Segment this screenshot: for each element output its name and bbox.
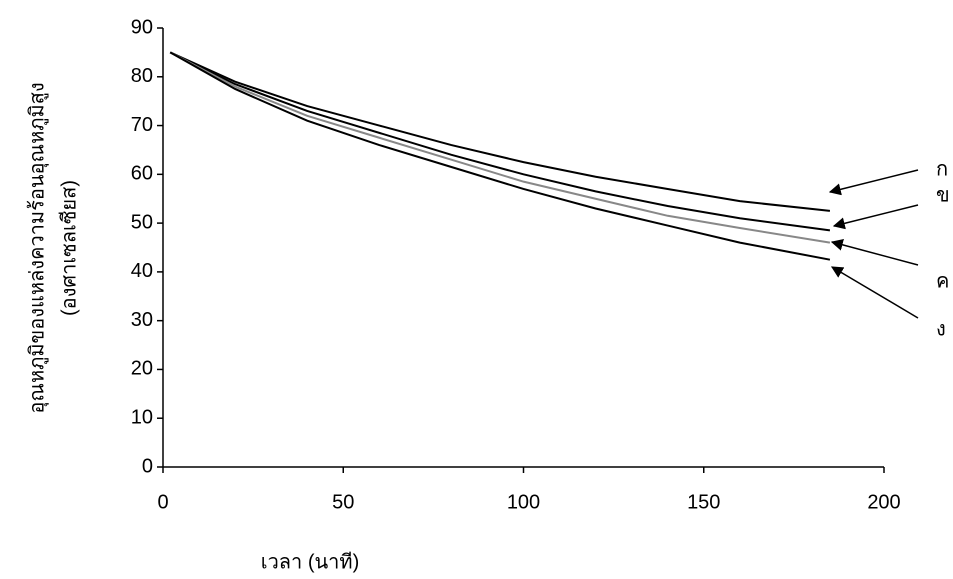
legend-label: ก [936,158,948,180]
y-tick-label: 80 [131,65,153,87]
x-tick-label: 200 [867,491,900,513]
y-tick-label: 50 [131,211,153,233]
x-tick-label: 0 [157,491,168,513]
y-axis-label: อุณหภูมิของแหล่งความร้อนอุณหภูมิสูง [26,82,49,413]
x-tick-label: 100 [507,491,540,513]
line-series [169,51,831,261]
y-tick-label: 60 [131,163,153,185]
y-tick-label: 30 [131,309,153,331]
legend-label: ค [936,270,949,292]
y-tick-label: 40 [131,260,153,282]
y-axis-unit: (องศาเซลเซียส) [58,180,80,316]
legend-arrows [828,169,919,319]
legend-label: ข [936,184,950,206]
y-tick-label: 90 [131,16,153,38]
y-tick-label: 70 [131,114,153,136]
line-series [169,51,831,244]
line-series [169,51,831,232]
y-tick-label: 20 [131,358,153,380]
x-tick-label: 50 [332,491,354,513]
x-tick-label: 150 [687,491,720,513]
y-tick-label: 0 [142,455,153,477]
line-series [169,51,831,212]
legend-label: ง [936,318,946,340]
x-axis-label: เวลา (นาที) [261,551,360,573]
y-tick-label: 10 [131,407,153,429]
